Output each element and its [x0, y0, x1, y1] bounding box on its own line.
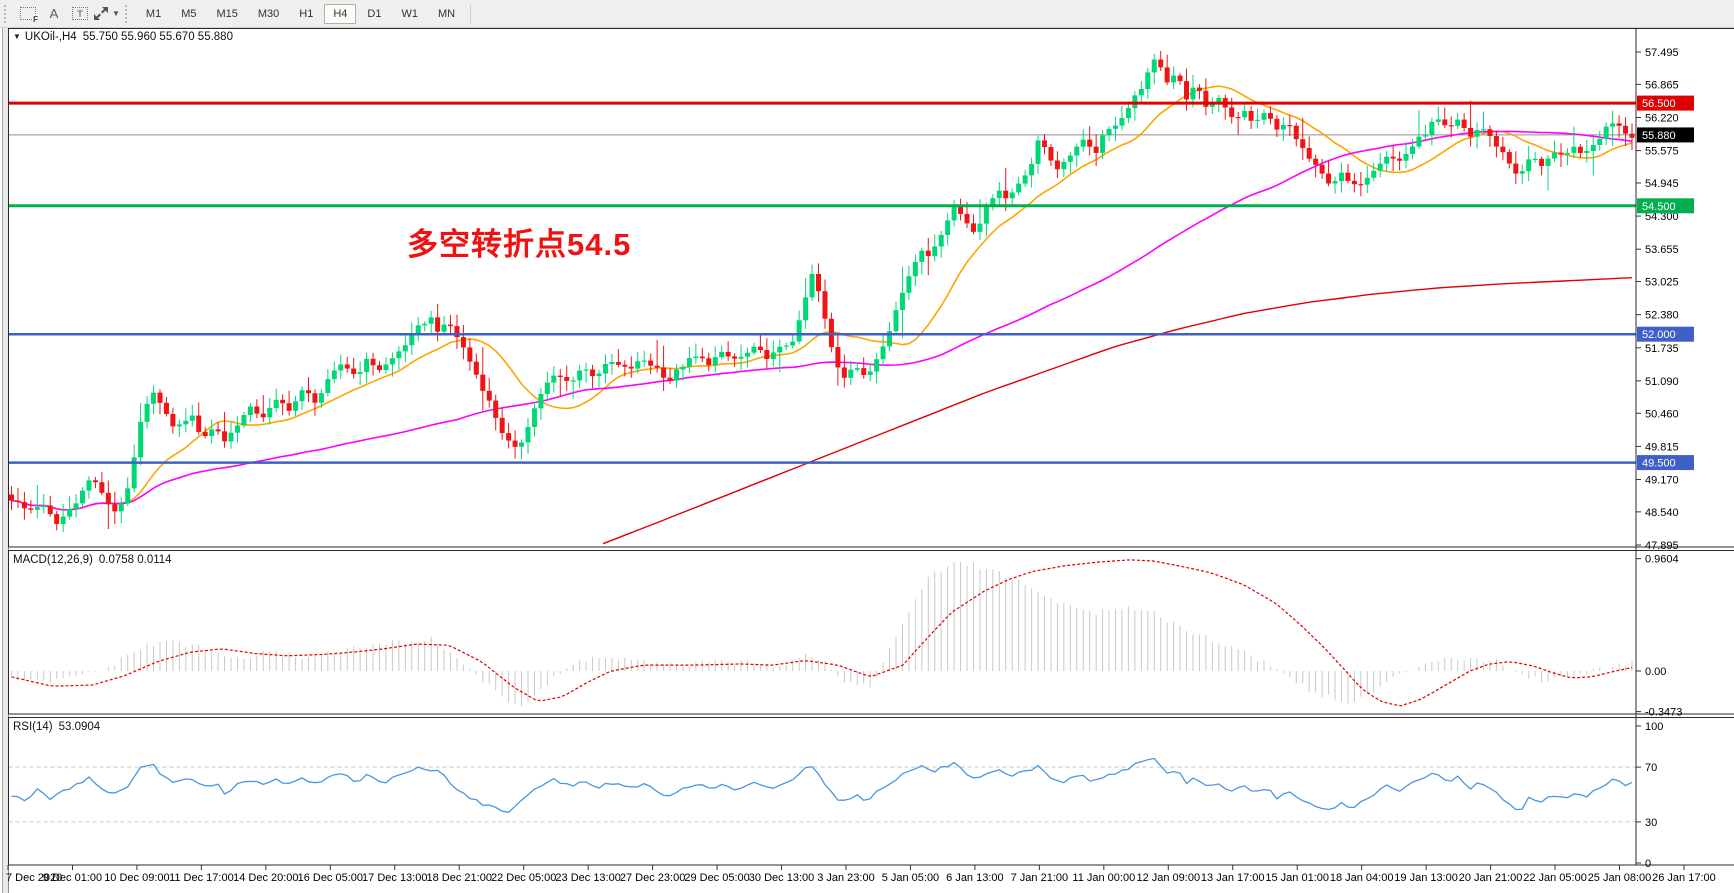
svg-text:54.945: 54.945 — [1645, 178, 1679, 190]
svg-text:13 Jan 17:00: 13 Jan 17:00 — [1201, 872, 1265, 884]
rsi-indicator-label: RSI(14) 53.0904 — [13, 721, 101, 733]
rsi-pane — [8, 757, 1636, 823]
svg-text:50.460: 50.460 — [1645, 408, 1679, 420]
svg-text:52.000: 52.000 — [1642, 329, 1676, 341]
svg-text:49.815: 49.815 — [1645, 441, 1679, 453]
svg-text:53.655: 53.655 — [1645, 244, 1679, 256]
svg-text:16 Dec 05:00: 16 Dec 05:00 — [298, 872, 363, 884]
svg-text:57.495: 57.495 — [1645, 47, 1679, 59]
svg-text:0: 0 — [1645, 858, 1651, 870]
toolbar-grip[interactable] — [4, 4, 9, 23]
chart-title: ▼ UKOil-,H4 55.750 55.960 55.670 55.880 — [13, 31, 233, 43]
svg-text:54.300: 54.300 — [1645, 211, 1679, 223]
svg-text:54.500: 54.500 — [1642, 201, 1676, 213]
chevron-down-icon: ▼ — [112, 9, 120, 18]
ohlc-values: 55.750 55.960 55.670 55.880 — [82, 31, 233, 43]
toolbar-grip-2[interactable] — [124, 4, 130, 23]
svg-text:6 Jan 13:00: 6 Jan 13:00 — [946, 872, 1004, 884]
svg-text:14 Dec 20:00: 14 Dec 20:00 — [233, 872, 298, 884]
svg-text:26 Jan 17:00: 26 Jan 17:00 — [1652, 872, 1716, 884]
candlesticks — [9, 50, 1635, 532]
svg-text:49.170: 49.170 — [1645, 475, 1679, 487]
svg-text:53.025: 53.025 — [1645, 277, 1679, 289]
svg-text:-0.3473: -0.3473 — [1645, 707, 1682, 719]
svg-text:56.500: 56.500 — [1642, 98, 1676, 110]
svg-text:19 Jan 13:00: 19 Jan 13:00 — [1394, 872, 1458, 884]
text-box-tool-button[interactable]: T — [68, 3, 92, 25]
svg-text:0.9604: 0.9604 — [1645, 554, 1679, 566]
timeframe-button-M15[interactable]: M15 — [216, 7, 238, 20]
svg-text:51.735: 51.735 — [1645, 343, 1679, 355]
timeframe-button-M5[interactable]: M5 — [181, 7, 197, 20]
timeframe-button-D1[interactable]: D1 — [367, 7, 382, 20]
macd-values: 0.0758 0.0114 — [98, 554, 172, 566]
svg-text:56.220: 56.220 — [1645, 112, 1679, 124]
svg-text:22 Dec 05:00: 22 Dec 05:00 — [491, 872, 556, 884]
arrows-icon — [94, 7, 108, 20]
svg-text:55.575: 55.575 — [1645, 146, 1679, 158]
timeframe-button-M1[interactable]: M1 — [145, 7, 162, 20]
svg-text:9 Dec 01:00: 9 Dec 01:00 — [43, 872, 102, 884]
svg-text:11 Dec 17:00: 11 Dec 17:00 — [169, 872, 234, 884]
svg-text:51.090: 51.090 — [1645, 376, 1679, 388]
chart-dropdown-icon[interactable]: ▼ — [13, 32, 21, 41]
svg-text:47.895: 47.895 — [1645, 540, 1679, 552]
macd-pane — [11, 559, 1633, 707]
svg-text:20 Jan 21:00: 20 Jan 21:00 — [1459, 872, 1523, 884]
svg-text:30 Dec 13:00: 30 Dec 13:00 — [749, 872, 814, 884]
svg-text:0.00: 0.00 — [1645, 666, 1666, 678]
svg-text:52.380: 52.380 — [1645, 310, 1679, 322]
timeframe-buttons: M1 M5 M15 M30 H1 H4 D1 W1 MN — [136, 3, 465, 24]
svg-text:25 Jan 08:00: 25 Jan 08:00 — [1588, 872, 1652, 884]
timeframe-button-H1[interactable]: H1 — [299, 7, 314, 20]
svg-text:27 Dec 23:00: 27 Dec 23:00 — [620, 872, 685, 884]
svg-text:29 Dec 05:00: 29 Dec 05:00 — [684, 872, 749, 884]
moving-averages — [11, 85, 1633, 545]
svg-text:17 Dec 13:00: 17 Dec 13:00 — [362, 872, 427, 884]
svg-text:18 Dec 21:00: 18 Dec 21:00 — [427, 872, 492, 884]
text-label-tool-button[interactable]: A — [42, 3, 66, 25]
horizontal-level-lines[interactable] — [8, 101, 1637, 464]
chart-annotation-text: 多空转折点54.5 — [407, 227, 632, 262]
svg-text:30: 30 — [1645, 817, 1657, 829]
svg-text:3 Jan 23:00: 3 Jan 23:00 — [817, 872, 875, 884]
svg-text:5 Jan 05:00: 5 Jan 05:00 — [882, 872, 940, 884]
svg-text:7 Jan 21:00: 7 Jan 21:00 — [1011, 872, 1069, 884]
text-label-icon: A — [49, 6, 59, 21]
fibo-grid-tool-button[interactable]: F — [16, 3, 40, 25]
timeframe-button-M30[interactable]: M30 — [257, 7, 280, 20]
svg-text:7 Dec 2020: 7 Dec 2020 — [6, 872, 62, 884]
svg-text:55.880: 55.880 — [1642, 130, 1676, 142]
toolbar-separator — [470, 3, 472, 24]
arrows-tool-button[interactable]: ▼ — [94, 3, 120, 25]
svg-text:49.500: 49.500 — [1642, 458, 1676, 470]
svg-text:11 Jan 00:00: 11 Jan 00:00 — [1072, 872, 1135, 884]
rsi-value: 53.0904 — [58, 721, 101, 733]
toolbar: F A T ▼ M1 M5 M15 M30 H1 H4 D1 W1 MN — [0, 0, 1734, 28]
axes: 57.495 56.865 56.220 55.575 54.945 54.300 53.6… — [6, 28, 1734, 884]
timeframe-button-MN[interactable]: MN — [437, 7, 456, 20]
timeframe-button-W1[interactable]: W1 — [401, 7, 418, 20]
macd-indicator-label: MACD(12,26,9) 0.0758 0.0114 — [13, 554, 172, 566]
svg-text:15 Jan 01:00: 15 Jan 01:00 — [1265, 872, 1329, 884]
svg-text:70: 70 — [1645, 762, 1657, 774]
svg-text:12 Jan 09:00: 12 Jan 09:00 — [1136, 872, 1200, 884]
svg-text:22 Jan 05:00: 22 Jan 05:00 — [1523, 872, 1587, 884]
svg-text:23 Dec 13:00: 23 Dec 13:00 — [555, 872, 620, 884]
svg-text:10 Dec 09:00: 10 Dec 09:00 — [104, 872, 169, 884]
svg-text:48.540: 48.540 — [1645, 507, 1679, 519]
svg-text:18 Jan 04:00: 18 Jan 04:00 — [1330, 872, 1394, 884]
timeframe-button-H4[interactable]: H4 — [324, 3, 357, 24]
fibo-grid-icon: F — [20, 7, 38, 24]
svg-text:56.865: 56.865 — [1645, 79, 1679, 91]
text-box-icon: T — [72, 7, 88, 20]
svg-text:100: 100 — [1645, 721, 1663, 733]
